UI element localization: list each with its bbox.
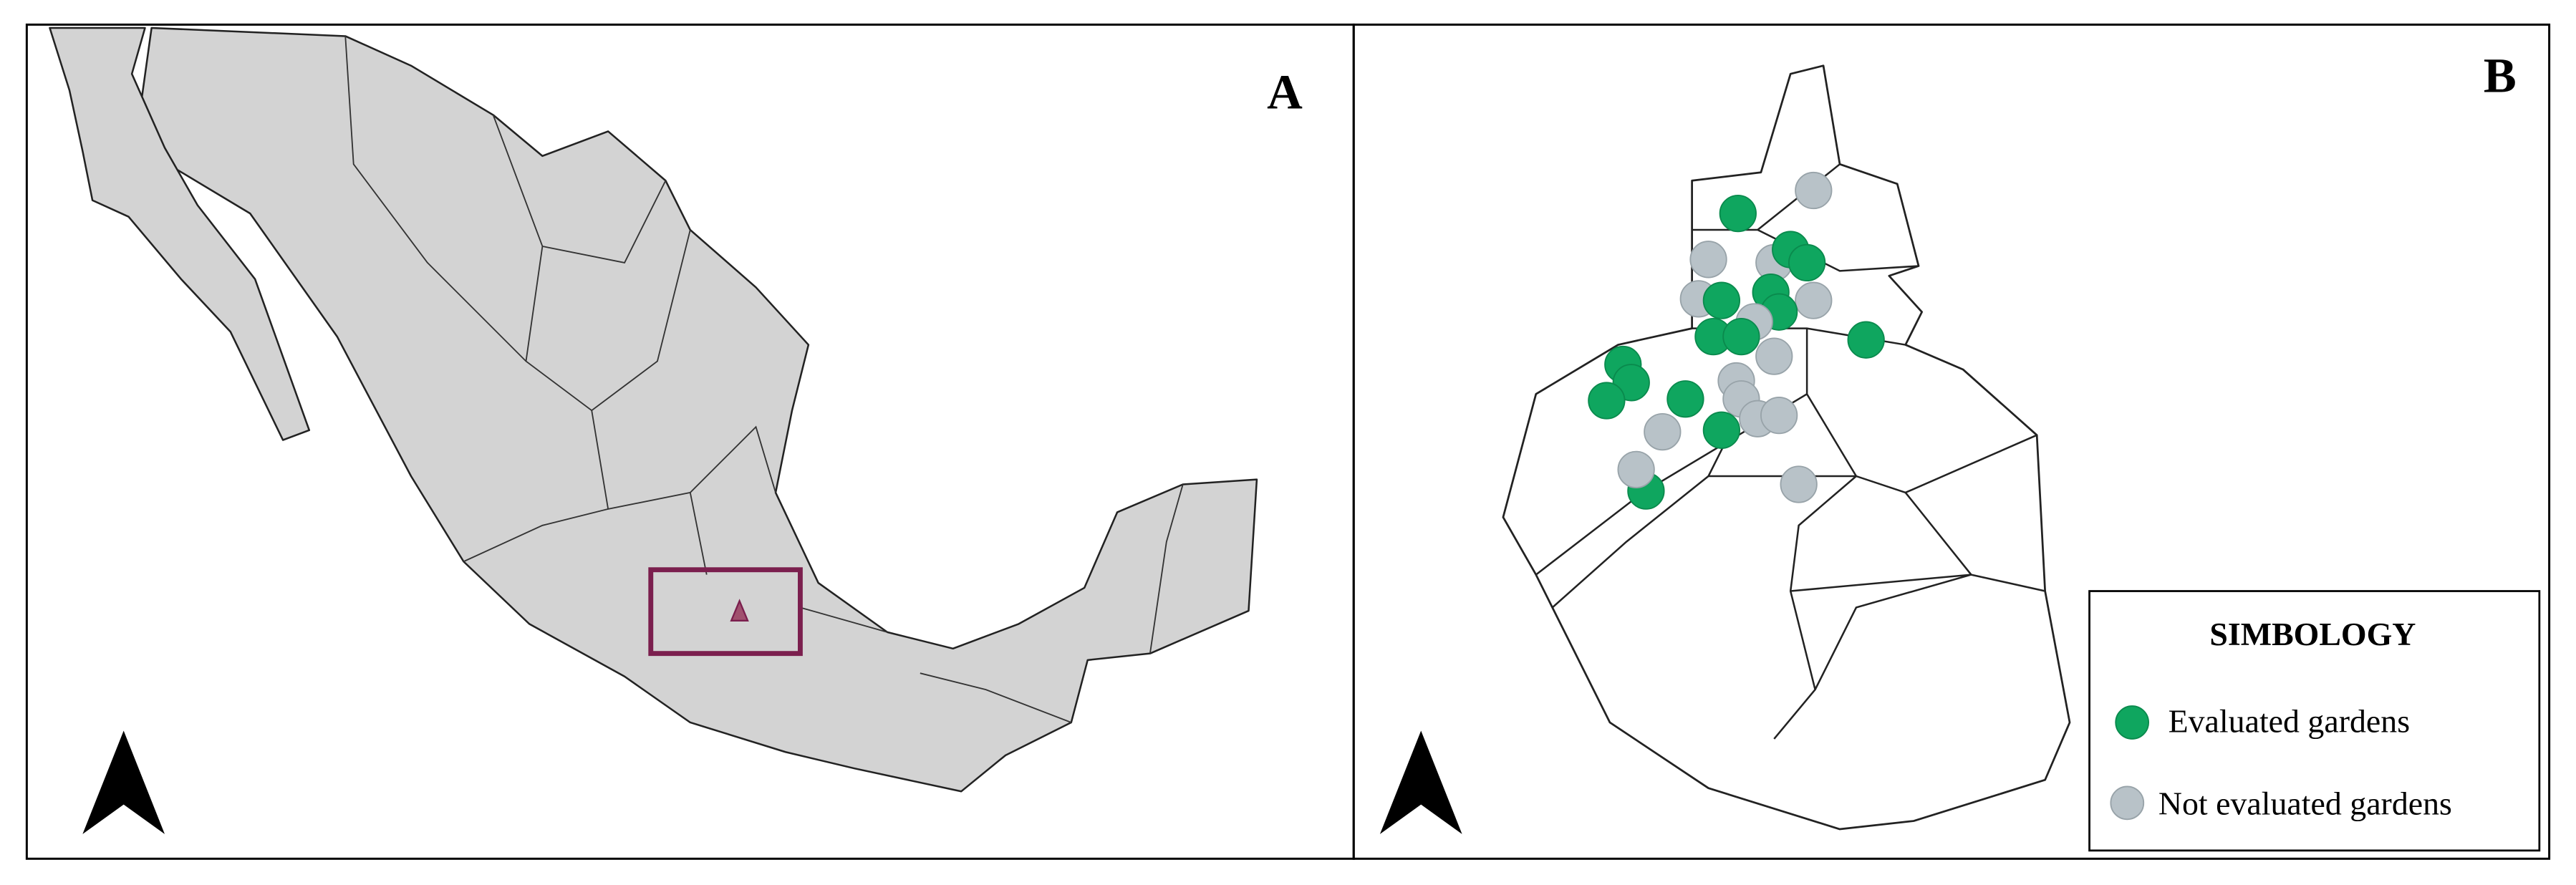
evaluated-garden bbox=[1722, 317, 1760, 356]
evaluated-garden bbox=[1702, 281, 1741, 319]
not-evaluated-garden bbox=[1644, 412, 1682, 451]
north-arrow bbox=[82, 730, 165, 834]
legend-marker bbox=[2110, 785, 2145, 821]
evaluated-garden bbox=[1702, 411, 1741, 449]
panel-a: A bbox=[25, 23, 1355, 860]
mexico-city bbox=[730, 599, 749, 622]
not-evaluated-garden bbox=[1689, 241, 1727, 279]
garden-points bbox=[1588, 171, 1885, 510]
not-evaluated-garden bbox=[1795, 281, 1833, 319]
mexico-mainland bbox=[140, 26, 1258, 793]
evaluated-garden bbox=[1588, 382, 1626, 420]
not-evaluated-garden bbox=[1755, 337, 1793, 375]
panel-label: A bbox=[1267, 64, 1303, 119]
study-area-box bbox=[648, 567, 803, 657]
baja-california bbox=[49, 26, 311, 441]
not-evaluated-garden bbox=[1760, 397, 1798, 435]
not-evaluated-garden bbox=[1617, 450, 1655, 488]
panel-frame bbox=[1352, 23, 2551, 860]
legend-label: Evaluated gardens bbox=[2169, 703, 2410, 740]
state-borders bbox=[344, 36, 1184, 723]
evaluated-garden bbox=[1788, 243, 1826, 282]
legend-marker bbox=[2115, 705, 2150, 740]
not-evaluated-garden bbox=[1795, 171, 1833, 210]
mexico-city-outline bbox=[1502, 64, 2071, 831]
north-arrow bbox=[1379, 730, 1462, 834]
evaluated-garden bbox=[1847, 321, 1885, 359]
legend-label: Not evaluated gardens bbox=[2158, 785, 2452, 821]
legend-title: SIMBOLOGY bbox=[2209, 616, 2416, 652]
panel-label: B bbox=[2484, 48, 2517, 102]
legend-box bbox=[2088, 590, 2541, 852]
not-evaluated-garden bbox=[1780, 465, 1818, 503]
evaluated-garden bbox=[1666, 380, 1704, 418]
panel-b: B SIMBOLOGY Evaluated gardens Not evalua… bbox=[1352, 23, 2551, 860]
legend: SIMBOLOGY Evaluated gardens Not evaluate… bbox=[2088, 590, 2541, 852]
evaluated-garden bbox=[1719, 194, 1757, 233]
